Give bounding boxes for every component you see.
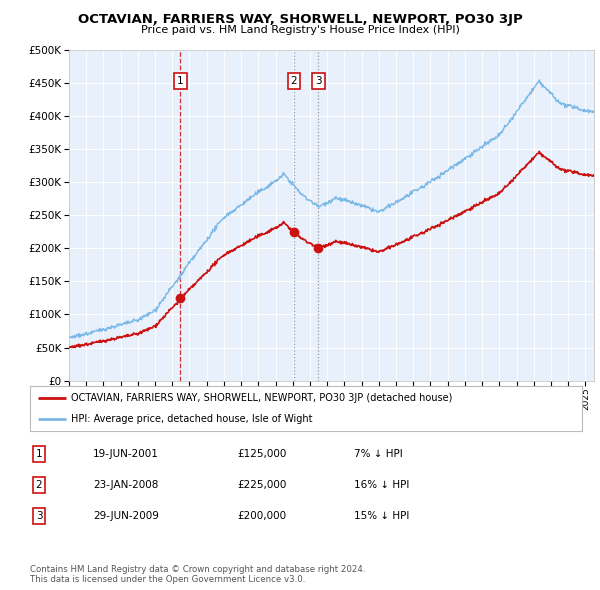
- Text: 7% ↓ HPI: 7% ↓ HPI: [354, 450, 403, 459]
- Text: 15% ↓ HPI: 15% ↓ HPI: [354, 511, 409, 520]
- Text: Price paid vs. HM Land Registry's House Price Index (HPI): Price paid vs. HM Land Registry's House …: [140, 25, 460, 35]
- Text: Contains HM Land Registry data © Crown copyright and database right 2024.
This d: Contains HM Land Registry data © Crown c…: [30, 565, 365, 584]
- Text: HPI: Average price, detached house, Isle of Wight: HPI: Average price, detached house, Isle…: [71, 414, 313, 424]
- Text: OCTAVIAN, FARRIERS WAY, SHORWELL, NEWPORT, PO30 3JP (detached house): OCTAVIAN, FARRIERS WAY, SHORWELL, NEWPOR…: [71, 394, 453, 404]
- Text: 1: 1: [35, 450, 43, 459]
- Text: 1: 1: [177, 76, 184, 86]
- Text: 2: 2: [35, 480, 43, 490]
- Text: 2: 2: [290, 76, 297, 86]
- Text: £125,000: £125,000: [237, 450, 286, 459]
- Text: £225,000: £225,000: [237, 480, 286, 490]
- Text: 29-JUN-2009: 29-JUN-2009: [93, 511, 159, 520]
- Text: 3: 3: [315, 76, 322, 86]
- Text: £200,000: £200,000: [237, 511, 286, 520]
- Text: 16% ↓ HPI: 16% ↓ HPI: [354, 480, 409, 490]
- Text: 3: 3: [35, 511, 43, 520]
- Text: 23-JAN-2008: 23-JAN-2008: [93, 480, 158, 490]
- Text: 19-JUN-2001: 19-JUN-2001: [93, 450, 159, 459]
- Text: OCTAVIAN, FARRIERS WAY, SHORWELL, NEWPORT, PO30 3JP: OCTAVIAN, FARRIERS WAY, SHORWELL, NEWPOR…: [77, 13, 523, 26]
